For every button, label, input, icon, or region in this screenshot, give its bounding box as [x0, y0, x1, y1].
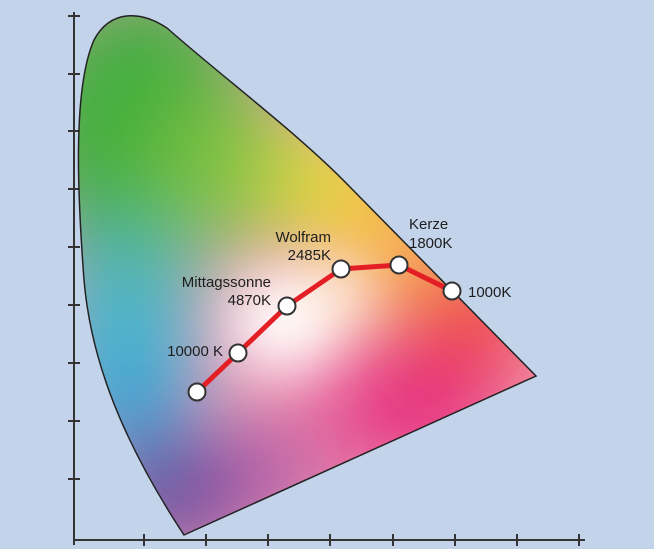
point-6500k — [228, 343, 248, 363]
label-kerze-name: Kerze — [409, 216, 448, 233]
label-1000k: 1000K — [468, 284, 511, 301]
y-axis-ticks — [68, 15, 80, 480]
label-kerze-temp: 1800K — [409, 235, 452, 252]
planckian-locus — [187, 255, 462, 402]
label-mittagssonne-temp: 4870K — [228, 292, 271, 309]
point-1000k — [442, 281, 462, 301]
x-axis-ticks — [143, 534, 580, 546]
label-10000k: 10000 K — [167, 343, 223, 360]
point-2485k — [331, 259, 351, 279]
label-mittagssonne-name: Mittagssonne — [182, 274, 271, 291]
axes — [68, 12, 585, 546]
point-4870k — [277, 296, 297, 316]
point-1800k — [389, 255, 409, 275]
label-wolfram-temp: 2485K — [288, 247, 331, 264]
locus-points — [187, 255, 462, 402]
locus-labels: 10000 K Mittagssonne 4870K Wolfram 2485K… — [167, 216, 511, 360]
spectral-gamut — [77, 15, 538, 536]
label-wolfram-name: Wolfram — [275, 229, 331, 246]
gamut-outline — [77, 15, 538, 536]
point-10000k — [187, 382, 207, 402]
